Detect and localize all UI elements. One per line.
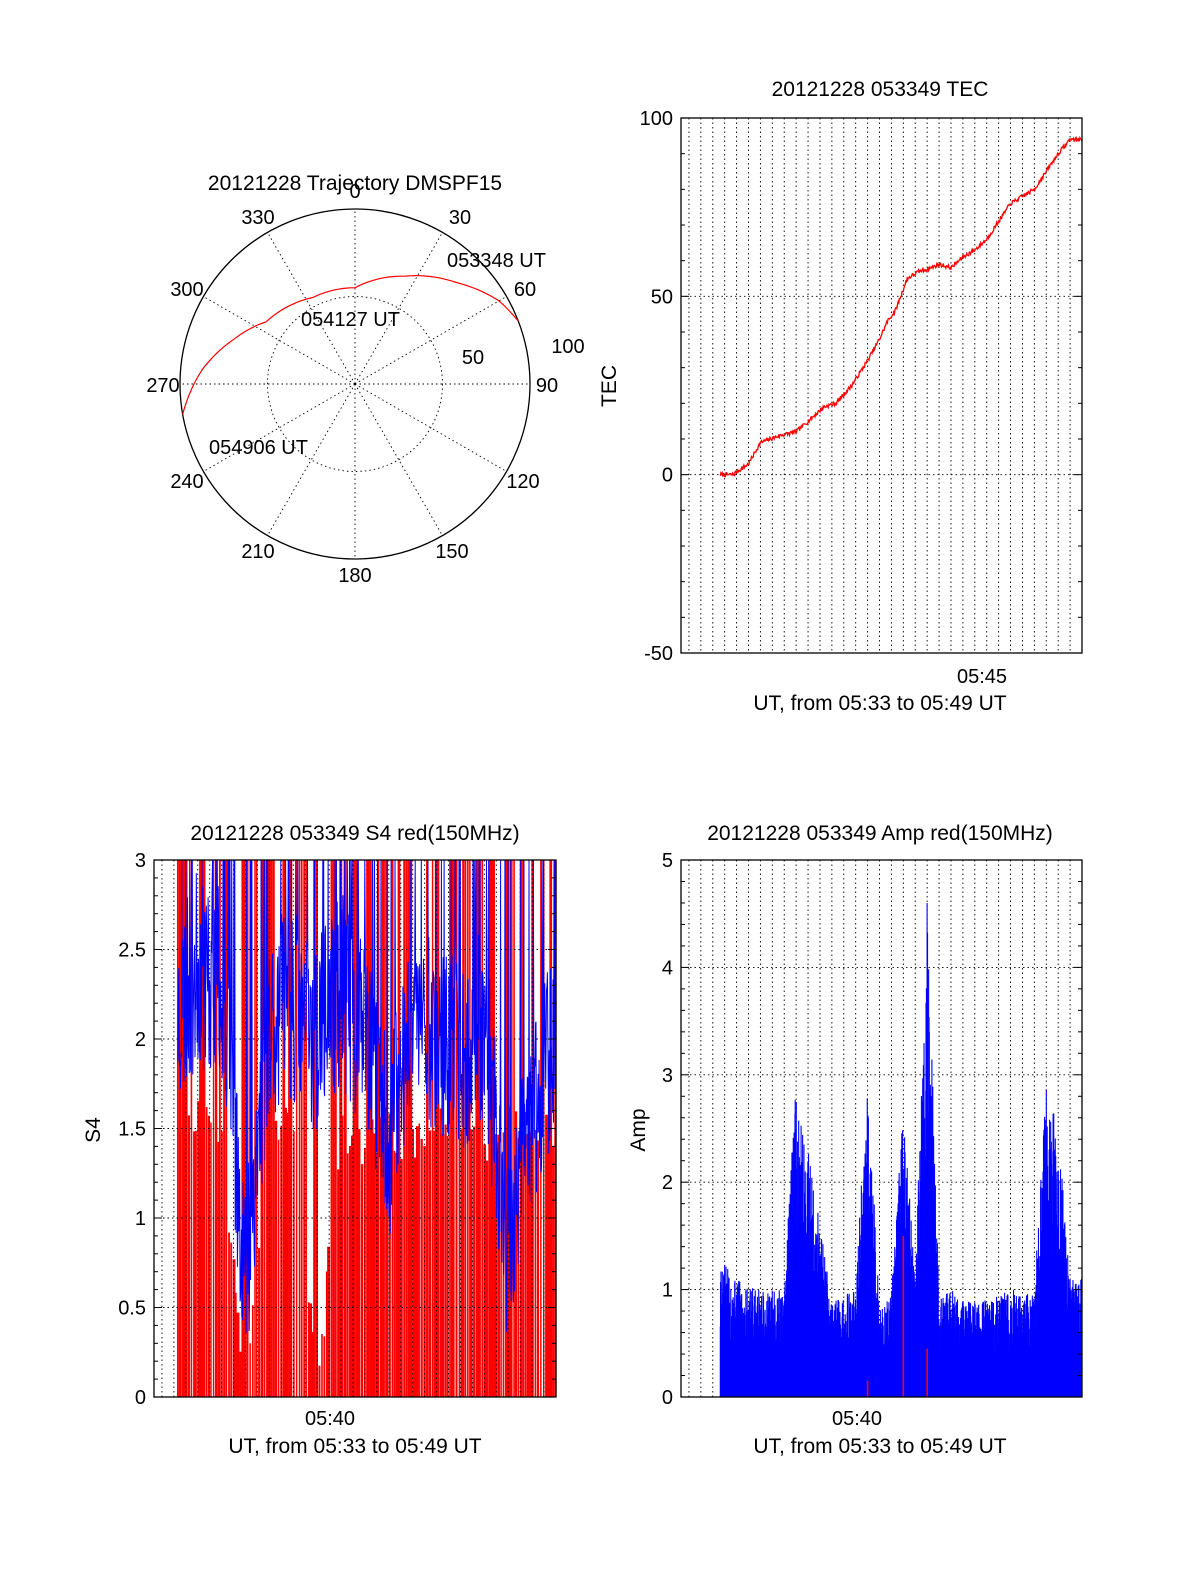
polar-angle-label: 210: [241, 541, 274, 563]
polar-grid: [180, 209, 530, 559]
y-tick-label: 0.5: [118, 1298, 146, 1320]
tec-x-axis-label: UT, from 05:33 to 05:49 UT: [753, 692, 1006, 715]
amp-y-axis-label: Amp: [627, 1108, 650, 1151]
polar-angle-label: 270: [146, 375, 179, 397]
y-tick-label: 0: [662, 1387, 673, 1409]
y-tick-label: 1: [135, 1208, 146, 1230]
tec-x-tick-label: 05:45: [957, 666, 1007, 688]
y-tick-label: 50: [651, 286, 673, 308]
trajectory-polar-chart: 20121228 Trajectory DMSPF15 0 30 60 90 120 15…: [146, 172, 584, 587]
amp-chart: 20121228 053349 Amp red(150MHz) 0 1 2 3 4 5 0…: [627, 822, 1083, 1458]
s4-y-axis-label: S4: [82, 1117, 105, 1143]
y-tick-label: 1.5: [118, 1119, 146, 1141]
s4-x-axis-label: UT, from 05:33 to 05:49 UT: [228, 1435, 481, 1458]
trajectory-annotation-start: 053348 UT: [447, 250, 546, 272]
s4-blue-series-line: [177, 859, 557, 1333]
tec-y-axis-label: TEC: [598, 365, 621, 407]
s4-x-tick-label: 05:40: [305, 1408, 355, 1430]
trajectory-line: [182, 274, 519, 415]
amp-blue-series: [719, 902, 1083, 1397]
tec-title: 20121228 053349 TEC: [772, 78, 989, 101]
polar-angle-label: 300: [170, 279, 203, 301]
amp-x-axis-label: UT, from 05:33 to 05:49 UT: [753, 1435, 1006, 1458]
polar-radius-ring: [267, 296, 443, 472]
tec-plot-frame: [680, 117, 1083, 654]
amp-grid: [681, 860, 1082, 1397]
y-tick-label: 3: [135, 850, 146, 872]
y-tick-label: 4: [662, 957, 673, 979]
tec-grid: [681, 118, 1082, 653]
y-tick-label: 0: [135, 1387, 146, 1409]
polar-angle-label: 90: [536, 375, 558, 397]
y-tick-label: 2: [135, 1029, 146, 1051]
polar-radius-label-50: 50: [462, 347, 484, 369]
amp-plot-frame: [680, 859, 1083, 1398]
trajectory-title: 20121228 Trajectory DMSPF15: [208, 172, 502, 195]
amp-red-series: [866, 1235, 928, 1397]
y-tick-label: 0: [662, 465, 673, 487]
trajectory-annotation-mid: 054127 UT: [301, 309, 400, 331]
y-tick-label: 100: [640, 108, 673, 130]
polar-angle-label: 30: [449, 207, 471, 229]
polar-angle-labels: 0 30 60 90 120 150 180 210 240 270 300 330: [146, 181, 558, 587]
amp-title: 20121228 053349 Amp red(150MHz): [707, 822, 1053, 845]
trajectory-annotation-end: 054906 UT: [209, 437, 308, 459]
s4-title: 20121228 053349 S4 red(150MHz): [190, 822, 519, 845]
polar-spoke: [267, 383, 356, 536]
polar-angle-label: 240: [170, 471, 203, 493]
polar-angle-label: 150: [435, 541, 468, 563]
polar-angle-label: 120: [506, 471, 539, 493]
tec-y-axis: -50 0 50 100: [640, 108, 1082, 665]
polar-angle-label: 330: [241, 207, 274, 229]
y-tick-label: 1: [662, 1280, 673, 1302]
tec-series-line: [719, 135, 1083, 478]
polar-outer-circle: [179, 208, 531, 560]
polar-angle-label: 60: [514, 279, 536, 301]
polar-angle-label: 180: [338, 565, 371, 587]
polar-radius-label-100: 100: [551, 336, 584, 358]
y-tick-label: 5: [662, 850, 673, 872]
amp-x-tick-label: 05:40: [832, 1408, 882, 1430]
tec-chart: 20121228 053349 TEC -50 0 50 100 05:45 UT, …: [598, 78, 1083, 715]
s4-chart: 20121228 053349 S4 red(150MHz) 0 0.5 1 1.5 2…: [82, 822, 557, 1458]
y-tick-label: 2.5: [118, 940, 146, 962]
y-tick-label: 3: [662, 1065, 673, 1087]
polar-angle-label: 0: [349, 181, 360, 203]
y-tick-label: -50: [644, 643, 673, 665]
amp-y-axis: 0 1 2 3 4 5: [662, 850, 1082, 1409]
y-tick-label: 2: [662, 1172, 673, 1194]
s4-y-axis: 0 0.5 1 1.5 2 2.5 3: [118, 850, 556, 1409]
